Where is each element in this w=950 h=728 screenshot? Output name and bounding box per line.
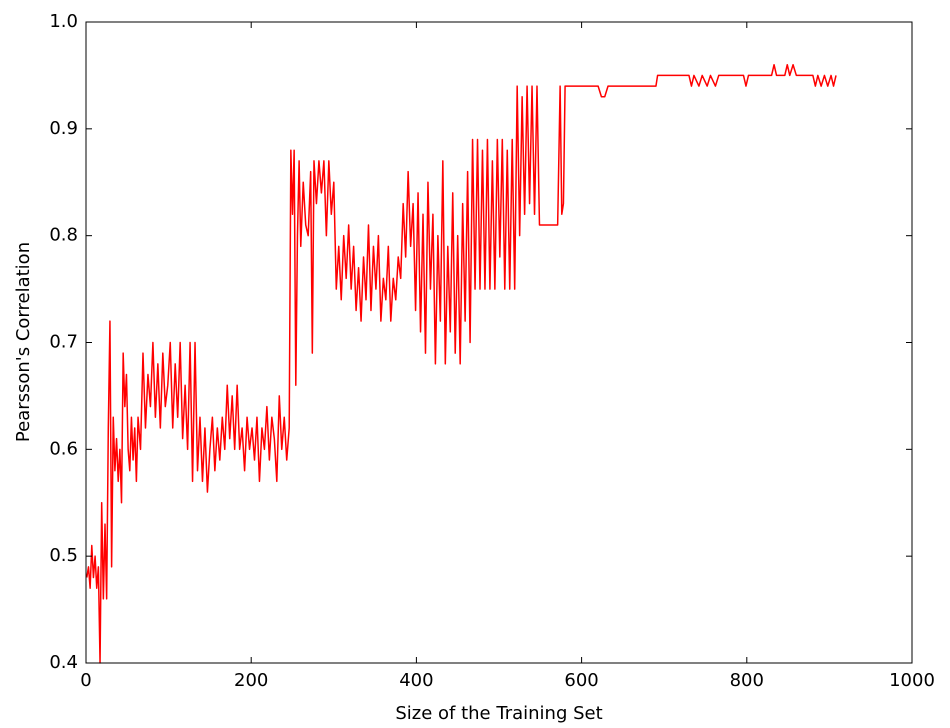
data-line [86, 63, 837, 664]
plot-frame [85, 21, 913, 664]
x-tick-label: 600 [564, 670, 598, 691]
y-tick-label: 0.9 [49, 118, 78, 139]
y-tick-label: 1.0 [49, 11, 78, 32]
y-tick-label: 0.5 [49, 545, 78, 566]
x-axis-label: Size of the Training Set [395, 703, 602, 724]
y-tick-label: 0.6 [49, 438, 78, 459]
x-tick-label: 800 [730, 670, 764, 691]
y-tick-label: 0.8 [49, 225, 78, 246]
x-tick-label: 1000 [889, 670, 935, 691]
y-axis-label: Pearsson's Correlation [13, 242, 34, 442]
x-tick-label: 0 [80, 670, 91, 691]
y-tick-label: 0.4 [49, 652, 78, 673]
x-tick-label: 200 [234, 670, 268, 691]
x-tick-label: 400 [399, 670, 433, 691]
y-tick-label: 0.7 [49, 332, 78, 353]
